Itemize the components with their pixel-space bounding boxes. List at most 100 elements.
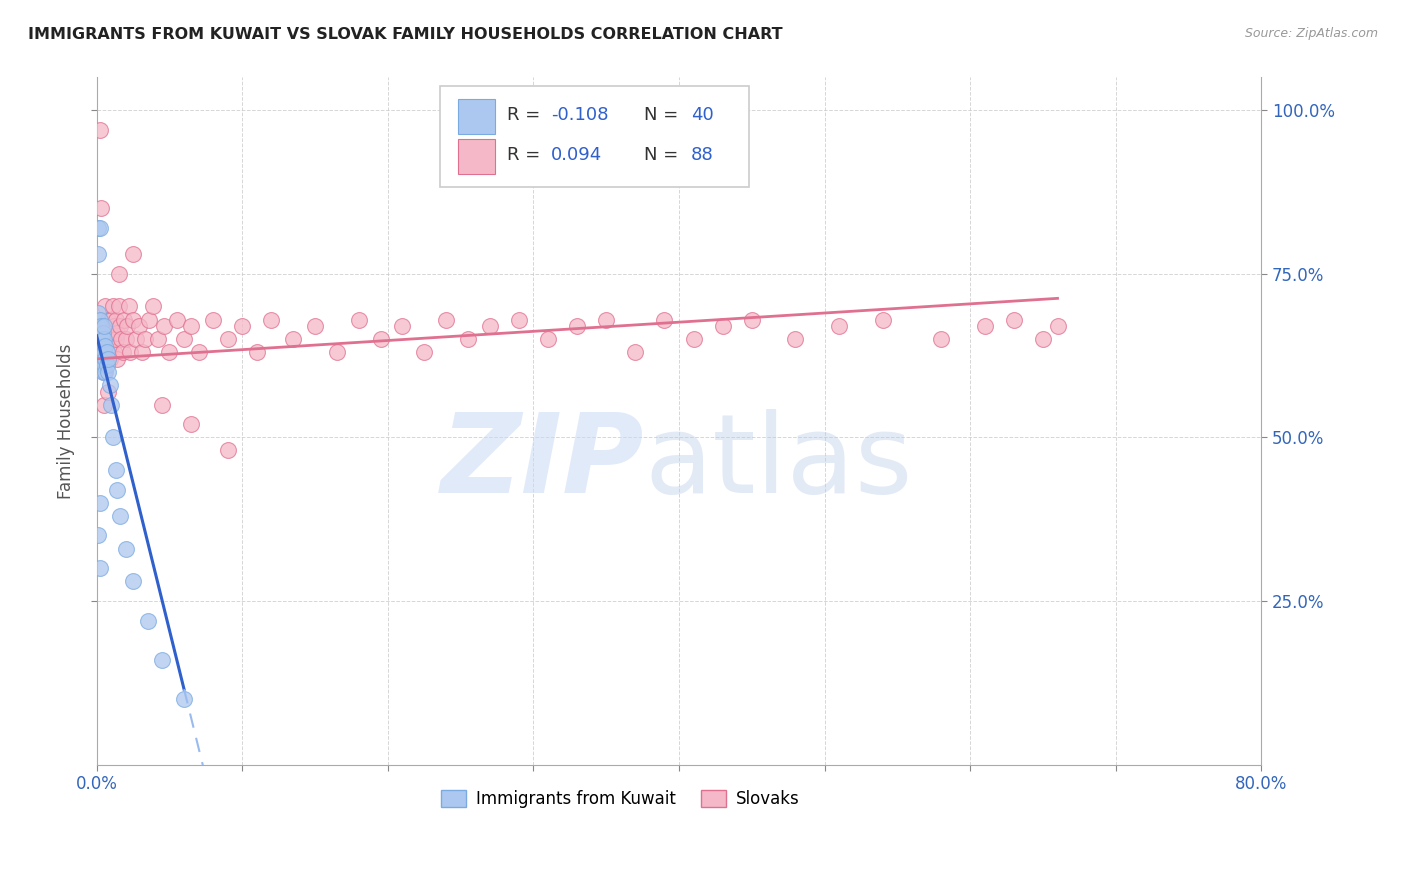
Point (101, 332, 124, 346)
Point (94, 365, 117, 379)
Legend: Immigrants from Kuwait, Slovaks: Immigrants from Kuwait, Slovaks (434, 783, 807, 814)
Point (103, 345, 125, 359)
Point (96, 345, 118, 359)
Point (108, 508, 131, 523)
Point (91, 345, 114, 359)
Point (98, 326, 121, 340)
Point (90, 332, 112, 346)
Point (138, 312, 160, 326)
Point (97, 312, 120, 326)
Point (94, 351, 117, 366)
Point (304, 319, 326, 334)
Point (131, 345, 153, 359)
Point (97, 332, 120, 346)
Text: 40: 40 (690, 106, 713, 124)
Point (98, 351, 121, 366)
Point (89, 221, 111, 235)
Point (173, 692, 195, 706)
Point (91, 326, 114, 340)
Point (93, 319, 115, 334)
Text: N =: N = (644, 146, 685, 164)
Point (89, 326, 111, 340)
Point (231, 319, 253, 334)
Point (391, 319, 413, 334)
Point (96, 319, 118, 334)
Point (104, 463, 127, 477)
Point (125, 332, 148, 346)
Point (741, 312, 763, 326)
Point (100, 339, 122, 353)
Point (112, 312, 135, 326)
Point (785, 332, 807, 346)
Text: atlas: atlas (644, 409, 912, 516)
Point (97, 351, 120, 366)
Point (90, 312, 112, 326)
Point (107, 267, 129, 281)
Text: 88: 88 (690, 146, 713, 164)
Point (87, 247, 110, 261)
Point (929, 332, 952, 346)
Point (104, 332, 127, 346)
Point (654, 312, 676, 326)
Point (87, 221, 110, 235)
Point (90, 339, 112, 353)
Point (146, 332, 169, 346)
Point (89, 561, 111, 575)
Point (152, 319, 174, 334)
Point (105, 483, 128, 497)
Text: 0.094: 0.094 (551, 146, 602, 164)
Point (93, 359, 115, 373)
Point (682, 332, 704, 346)
Point (89, 339, 111, 353)
Point (187, 345, 209, 359)
Point (100, 312, 122, 326)
Y-axis label: Family Households: Family Households (58, 343, 75, 499)
Point (260, 312, 283, 326)
Point (87, 306, 110, 320)
Point (283, 332, 305, 346)
Point (434, 312, 457, 326)
Point (97, 365, 120, 379)
Text: ZIP: ZIP (440, 409, 644, 516)
Point (89, 351, 111, 366)
Point (91, 339, 114, 353)
Point (90, 332, 112, 346)
Point (100, 398, 122, 412)
Point (347, 312, 370, 326)
Point (150, 398, 173, 412)
Point (1046, 319, 1069, 334)
Point (217, 443, 239, 458)
Point (478, 319, 501, 334)
Point (90, 345, 112, 359)
FancyBboxPatch shape (458, 99, 495, 135)
Point (413, 345, 436, 359)
Point (91, 351, 114, 366)
Point (91, 365, 114, 379)
Text: R =: R = (506, 146, 546, 164)
Point (87, 319, 110, 334)
Point (87, 528, 110, 542)
Point (711, 319, 734, 334)
Point (90, 351, 112, 366)
Point (111, 345, 134, 359)
Point (93, 345, 115, 359)
Point (89, 496, 111, 510)
Point (114, 541, 136, 556)
Point (105, 351, 128, 366)
Point (122, 312, 145, 326)
Point (96, 345, 118, 359)
Point (1032, 332, 1054, 346)
Point (973, 319, 995, 334)
Point (828, 319, 851, 334)
Point (93, 398, 115, 412)
Point (87, 345, 110, 359)
Point (94, 326, 117, 340)
Point (104, 312, 127, 326)
Point (90, 319, 112, 334)
Point (96, 359, 118, 373)
Point (105, 326, 128, 340)
Point (166, 312, 188, 326)
Point (142, 300, 165, 314)
Point (93, 365, 115, 379)
Point (457, 332, 479, 346)
